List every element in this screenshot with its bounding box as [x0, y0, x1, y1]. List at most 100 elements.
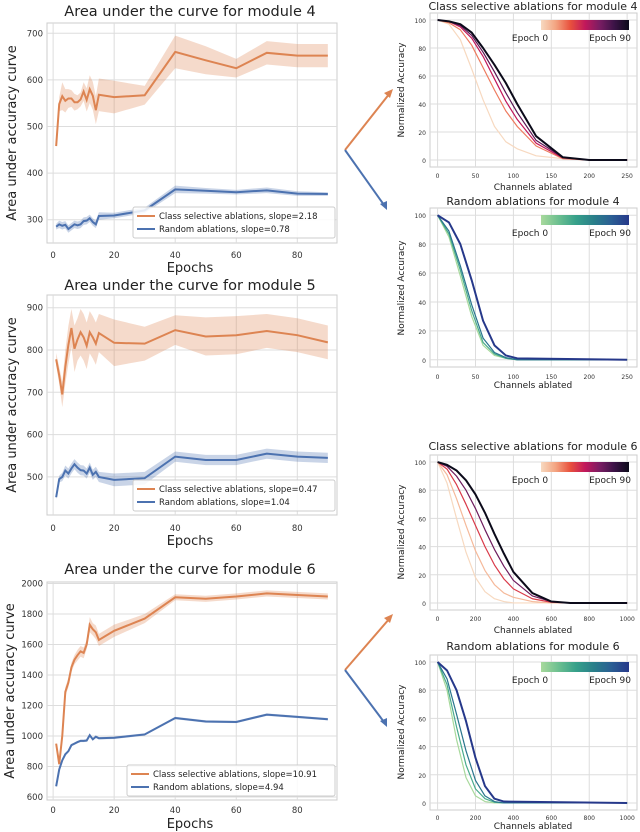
legend: Class selective ablations, slope=0.47 Ran…	[132, 479, 336, 512]
colorbar-max-label: Epoch 90	[589, 34, 631, 44]
y-tick-label: 0	[422, 601, 426, 608]
chart-title: Class selective ablations for module 6	[428, 440, 637, 453]
y-tick-label: 1800	[21, 610, 43, 620]
y-tick-label: 40	[418, 300, 426, 307]
y-axis-label: Area under accuracy curve	[3, 603, 18, 778]
legend: Class selective ablations, slope=2.18 Ran…	[132, 206, 336, 239]
y-tick-label: 500	[27, 473, 43, 483]
x-tick-label: 0	[436, 815, 440, 822]
arrowhead-icon	[380, 201, 387, 210]
y-tick-label: 60	[418, 716, 426, 723]
x-axis-label: Channels ablated	[494, 626, 573, 636]
x-tick-label: 60	[231, 806, 242, 816]
legend-entry: Random ablations, slope=4.94	[153, 783, 284, 793]
y-tick-label: 100	[415, 460, 427, 467]
x-tick-label: 800	[584, 815, 596, 822]
colorbar-max-label: Epoch 90	[589, 476, 631, 486]
x-tick-label: 50	[472, 374, 480, 381]
y-tick-label: 700	[27, 388, 43, 398]
y-tick-label: 80	[418, 242, 426, 249]
arrowhead-icon	[380, 718, 387, 727]
epoch-colorbar	[541, 462, 629, 472]
y-tick-label: 0	[422, 801, 426, 808]
chart-1: 0 20 40 60 80 300 400 500 600 700 Area under the c…	[5, 4, 338, 276]
colorbar-max-label: Epoch 90	[589, 676, 631, 686]
legend-entry: Class selective ablations, slope=0.47	[159, 485, 318, 495]
legend-entry: Class selective ablations, slope=10.91	[153, 770, 317, 780]
epoch-colorbar	[541, 662, 629, 672]
series-line-class	[55, 327, 329, 395]
chart-7: 0 200 400 600 800 1000 0 20 40 60 80 100 Random abla…	[397, 640, 638, 832]
ablation-curve	[437, 461, 628, 604]
series-line-random	[55, 188, 328, 231]
epoch-colorbar	[541, 215, 629, 225]
x-axis-label: Channels ablated	[494, 381, 573, 391]
y-tick-label: 300	[27, 216, 43, 226]
chart-3: 0 20 40 60 80 600 800 1000 1200 1400 1600 1800 2000 A…	[3, 562, 338, 832]
y-tick-label: 500	[27, 122, 43, 132]
chart-title: Area under the curve for module 5	[64, 278, 315, 294]
y-tick-label: 40	[418, 745, 426, 752]
x-tick-label: 400	[508, 616, 520, 623]
series-line-class	[55, 50, 328, 147]
y-tick-label: 700	[27, 29, 43, 39]
x-tick-label: 100	[508, 374, 520, 381]
x-tick-label: 200	[470, 616, 482, 623]
arrow-to-class-module-6	[344, 617, 391, 671]
x-tick-label: 0	[50, 524, 55, 534]
x-tick-label: 80	[292, 524, 303, 534]
chart-5: 0 50 100 150 200 250 0 20 40 60 80 100 Random ablati…	[397, 195, 638, 391]
x-tick-label: 60	[231, 251, 242, 261]
ablation-curve	[437, 214, 628, 361]
x-tick-label: 800	[584, 616, 596, 623]
y-tick-label: 0	[422, 358, 426, 365]
y-tick-label: 400	[27, 169, 43, 179]
y-axis-label: Normalized Accuracy	[397, 684, 407, 780]
y-axis-label: Normalized Accuracy	[397, 240, 407, 336]
y-tick-label: 600	[27, 431, 43, 441]
y-tick-label: 40	[418, 545, 426, 552]
confidence-band-class	[56, 308, 328, 408]
x-tick-label: 200	[584, 374, 596, 381]
ablation-curve	[437, 461, 628, 604]
y-axis-label: Area under accuracy curve	[5, 45, 20, 220]
legend-entry: Random ablations, slope=1.04	[159, 498, 290, 508]
arrow-to-class-module-4	[344, 92, 391, 151]
y-tick-label: 2000	[21, 580, 43, 590]
legend-box	[126, 764, 336, 797]
x-tick-label: 1000	[620, 815, 635, 822]
y-tick-label: 600	[27, 76, 43, 86]
x-tick-label: 200	[470, 815, 482, 822]
x-tick-label: 0	[436, 616, 440, 623]
plot-area	[46, 22, 338, 244]
y-tick-label: 100	[415, 213, 427, 220]
chart-title: Area under the curve for module 6	[64, 562, 315, 578]
x-tick-label: 100	[508, 173, 520, 180]
ablation-curve	[437, 214, 628, 361]
series-line-class	[55, 592, 328, 765]
x-tick-label: 60	[231, 524, 242, 534]
x-tick-label: 80	[292, 806, 303, 816]
x-axis-label: Channels ablated	[494, 822, 573, 832]
x-tick-label: 0	[50, 251, 55, 261]
x-tick-label: 40	[170, 806, 181, 816]
y-axis-label: Normalized Accuracy	[397, 42, 407, 138]
arrow-to-random-module-4	[344, 149, 385, 206]
x-tick-label: 40	[170, 251, 181, 261]
legend: Class selective ablations, slope=10.91 Ra…	[126, 764, 336, 797]
colorbar-min-label: Epoch 0	[512, 476, 548, 486]
chart-title: Random ablations for module 4	[446, 195, 619, 208]
x-tick-label: 600	[546, 815, 558, 822]
y-tick-label: 1400	[21, 671, 43, 681]
x-tick-label: 20	[109, 251, 120, 261]
y-tick-label: 60	[418, 271, 426, 278]
x-tick-label: 20	[109, 806, 120, 816]
y-tick-label: 800	[27, 346, 43, 356]
chart-2: 0 20 40 60 80 500 600 700 800 900 Area under the c…	[5, 278, 338, 549]
plot-area	[429, 454, 638, 611]
y-tick-label: 80	[418, 688, 426, 695]
plot-area	[46, 581, 338, 801]
x-tick-label: 250	[621, 374, 633, 381]
x-tick-label: 0	[436, 374, 440, 381]
epoch-colorbar	[541, 20, 629, 30]
